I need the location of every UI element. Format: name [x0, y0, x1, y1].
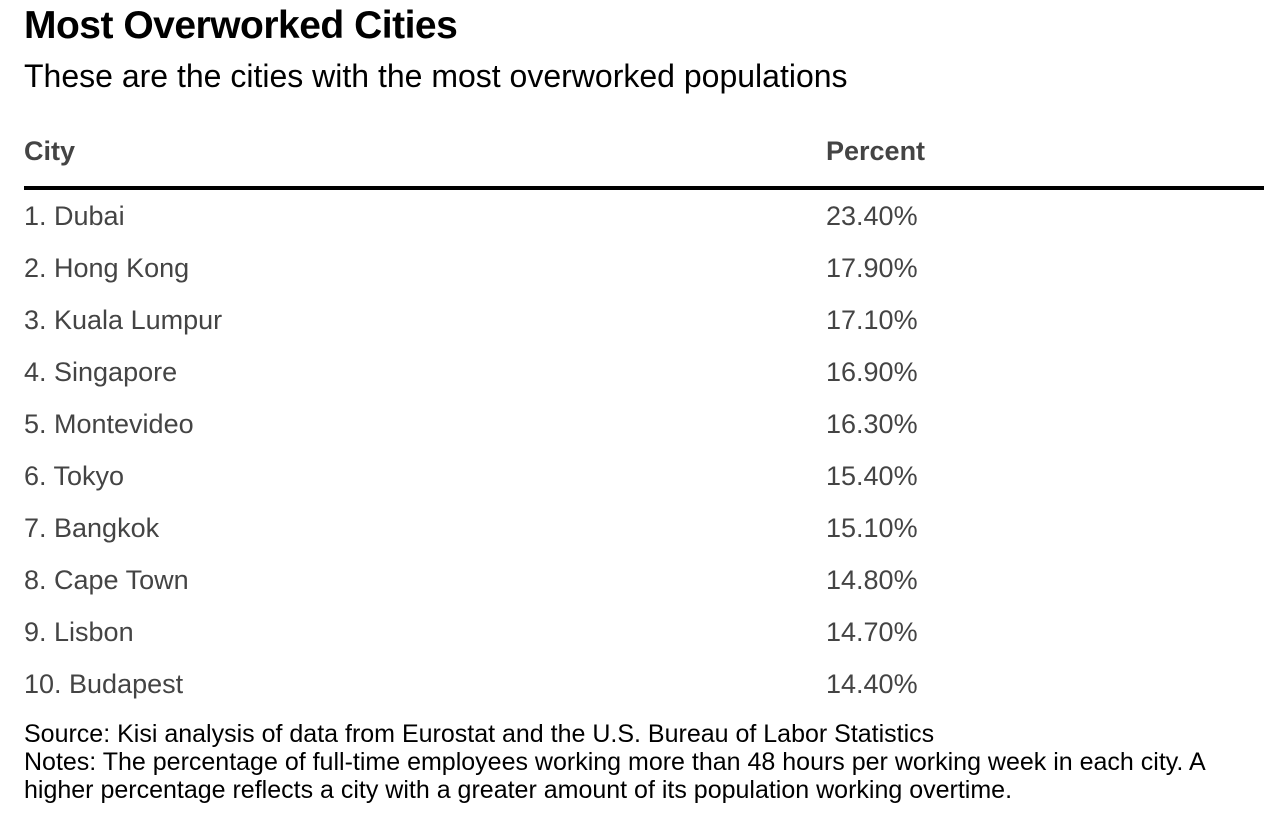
notes-text: Notes: The percentage of full-time emplo…: [24, 748, 1205, 804]
city-cell: 4. Singapore: [24, 356, 178, 387]
percent-cell: 16.30%: [826, 408, 918, 439]
table-row: 3. Kuala Lumpur 17.10%: [24, 294, 1264, 346]
city-cell: 10. Budapest: [24, 668, 184, 699]
table-header-row: City Percent: [24, 128, 1264, 190]
table-row: 1. Dubai 23.40%: [24, 188, 1264, 242]
data-table: City Percent 1. Dubai 23.40% 2. Hong Kon…: [24, 128, 1264, 710]
table-row: 8. Cape Town 14.80%: [24, 554, 1264, 606]
table-row: 10. Budapest 14.40%: [24, 658, 1264, 710]
city-cell: 3. Kuala Lumpur: [24, 304, 223, 335]
city-cell: 9. Lisbon: [24, 616, 134, 647]
column-header-city: City: [24, 128, 826, 190]
chart-title: Most Overworked Cities: [24, 4, 458, 47]
percent-cell: 23.40%: [826, 200, 918, 231]
percent-cell: 17.90%: [826, 252, 918, 283]
percent-cell: 16.90%: [826, 356, 918, 387]
percent-cell: 14.40%: [826, 668, 918, 699]
source-note: Source: Kisi analysis of data from Euros…: [24, 720, 935, 748]
percent-cell: 15.40%: [826, 460, 918, 491]
percent-cell: 14.70%: [826, 616, 918, 647]
percent-cell: 14.80%: [826, 564, 918, 595]
percent-cell: 17.10%: [826, 304, 918, 335]
city-cell: 2. Hong Kong: [24, 252, 190, 283]
table-row: 6. Tokyo 15.40%: [24, 450, 1264, 502]
percent-cell: 15.10%: [826, 512, 918, 543]
table-row: 4. Singapore 16.90%: [24, 346, 1264, 398]
column-header-percent: Percent: [826, 128, 1264, 190]
city-cell: 1. Dubai: [24, 200, 125, 231]
city-cell: 8. Cape Town: [24, 564, 189, 595]
table-row: 5. Montevideo 16.30%: [24, 398, 1264, 450]
city-cell: 5. Montevideo: [24, 408, 194, 439]
table-row: 7. Bangkok 15.10%: [24, 502, 1264, 554]
table-row: 9. Lisbon 14.70%: [24, 606, 1264, 658]
table-body: 1. Dubai 23.40% 2. Hong Kong 17.90% 3. K…: [24, 188, 1264, 710]
city-cell: 6. Tokyo: [24, 460, 125, 491]
table-row: 2. Hong Kong 17.90%: [24, 242, 1264, 294]
city-cell: 7. Bangkok: [24, 512, 160, 543]
chart-subtitle: These are the cities with the most overw…: [24, 58, 848, 94]
